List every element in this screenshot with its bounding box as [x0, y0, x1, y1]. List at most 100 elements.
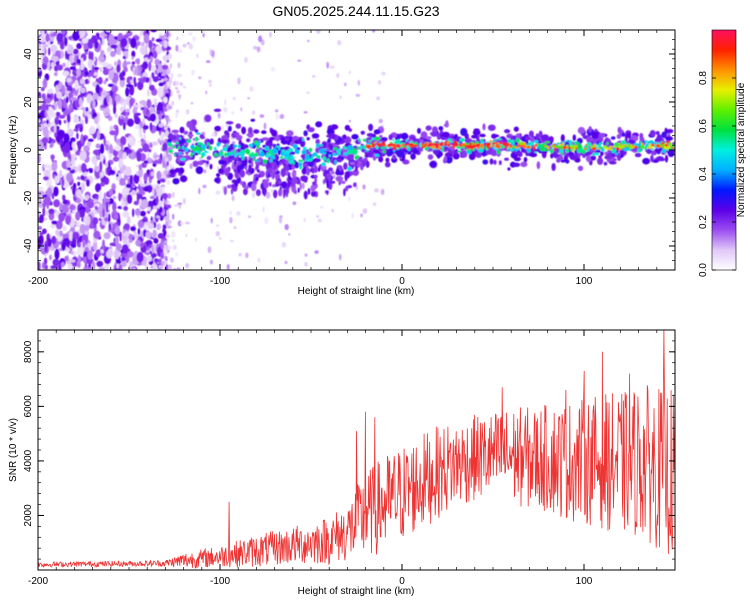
core-cell — [167, 142, 173, 147]
band-cell — [276, 134, 280, 142]
peak-cell — [671, 146, 675, 149]
core-cell — [302, 138, 305, 142]
peak-cell — [435, 145, 439, 149]
streak-cell — [312, 181, 317, 186]
noise-cell — [139, 210, 146, 217]
streak-cell — [283, 188, 286, 196]
band-cell — [654, 147, 659, 153]
noise-cell — [148, 39, 153, 49]
core-cell — [374, 136, 381, 141]
peak-cell — [392, 143, 395, 146]
core-cell — [533, 140, 539, 143]
noise-cell — [114, 225, 121, 235]
band-cell — [523, 157, 528, 163]
core-cell — [214, 146, 217, 151]
band-cell — [315, 121, 323, 128]
core-cell — [175, 141, 179, 145]
streak-cell — [299, 182, 303, 191]
noise-cell — [133, 76, 136, 85]
colorbar-label: Normalized spectral amplitude — [736, 82, 747, 217]
noise-cell — [41, 262, 46, 270]
noise-cell — [152, 98, 157, 104]
snr-x-tick-label: -200 — [28, 576, 48, 587]
sparse-cell — [315, 215, 320, 218]
sparse-cell — [165, 130, 169, 137]
noise-cell — [84, 70, 89, 76]
peak-cell — [377, 144, 380, 148]
noise-cell — [102, 208, 106, 218]
noise-cell — [57, 98, 63, 110]
band-cell — [372, 133, 376, 139]
peak-cell — [380, 143, 385, 146]
peak-cell — [663, 146, 667, 150]
noise-cell — [112, 156, 120, 162]
noise-cell — [58, 212, 65, 222]
band-cell — [444, 152, 453, 158]
core-cell — [509, 148, 515, 152]
noise-cell — [81, 182, 85, 193]
sparse-cell — [169, 246, 173, 249]
noise-cell — [62, 225, 67, 231]
noise-cell — [123, 201, 127, 206]
noise-cell — [121, 187, 127, 198]
noise-cell — [125, 183, 132, 189]
band-cell — [343, 162, 348, 170]
band-cell — [425, 125, 432, 131]
band-cell — [479, 133, 486, 138]
noise-cell — [104, 264, 109, 270]
band-cell — [196, 160, 204, 166]
band-cell — [482, 123, 486, 131]
colorbar-tick-label: 0.0 — [698, 263, 709, 277]
band-cell — [600, 151, 604, 156]
noise-cell — [151, 245, 155, 254]
noise-cell — [91, 64, 95, 75]
noise-cell — [42, 43, 46, 54]
sparse-cell — [164, 126, 168, 130]
core-cell — [226, 143, 229, 148]
sparse-cell — [203, 169, 207, 174]
sparse-cell — [163, 40, 168, 46]
peak-cell — [648, 143, 652, 147]
noise-cell — [96, 154, 100, 160]
peak-cell — [492, 142, 495, 145]
band-cell — [427, 154, 434, 160]
peak-cell — [453, 142, 457, 146]
core-cell — [354, 155, 359, 160]
noise-cell — [116, 64, 121, 73]
sparse-cell — [170, 90, 173, 97]
noise-cell — [143, 160, 149, 164]
noise-cell — [77, 140, 82, 151]
spectrogram-y-tick-label: -20 — [23, 190, 34, 205]
noise-cell — [42, 56, 49, 65]
noise-cell — [43, 164, 51, 169]
noise-cell — [43, 176, 49, 181]
noise-cell — [53, 186, 59, 197]
noise-cell — [90, 199, 94, 203]
peak-cell — [671, 145, 675, 148]
sparse-cell — [279, 215, 283, 219]
noise-cell — [130, 37, 137, 49]
noise-cell — [114, 145, 122, 152]
core-cell — [253, 142, 259, 145]
band-cell — [250, 118, 256, 122]
peak-cell — [425, 141, 428, 145]
sparse-cell — [166, 180, 170, 186]
noise-cell — [111, 183, 116, 191]
noise-cell — [127, 251, 134, 258]
noise-cell — [156, 187, 163, 197]
peak-cell — [655, 144, 661, 148]
band-cell — [642, 157, 650, 165]
noise-cell — [90, 51, 94, 61]
noise-cell — [86, 38, 94, 49]
sparse-cell — [333, 174, 336, 179]
noise-cell — [143, 33, 150, 44]
band-cell — [247, 127, 253, 134]
noise-cell — [141, 218, 148, 223]
band-cell — [235, 123, 242, 129]
streak-cell — [269, 182, 272, 187]
noise-cell — [60, 138, 64, 146]
core-cell — [530, 142, 534, 146]
sparse-cell — [216, 224, 220, 228]
band-cell — [170, 135, 177, 141]
band-cell — [277, 150, 282, 155]
